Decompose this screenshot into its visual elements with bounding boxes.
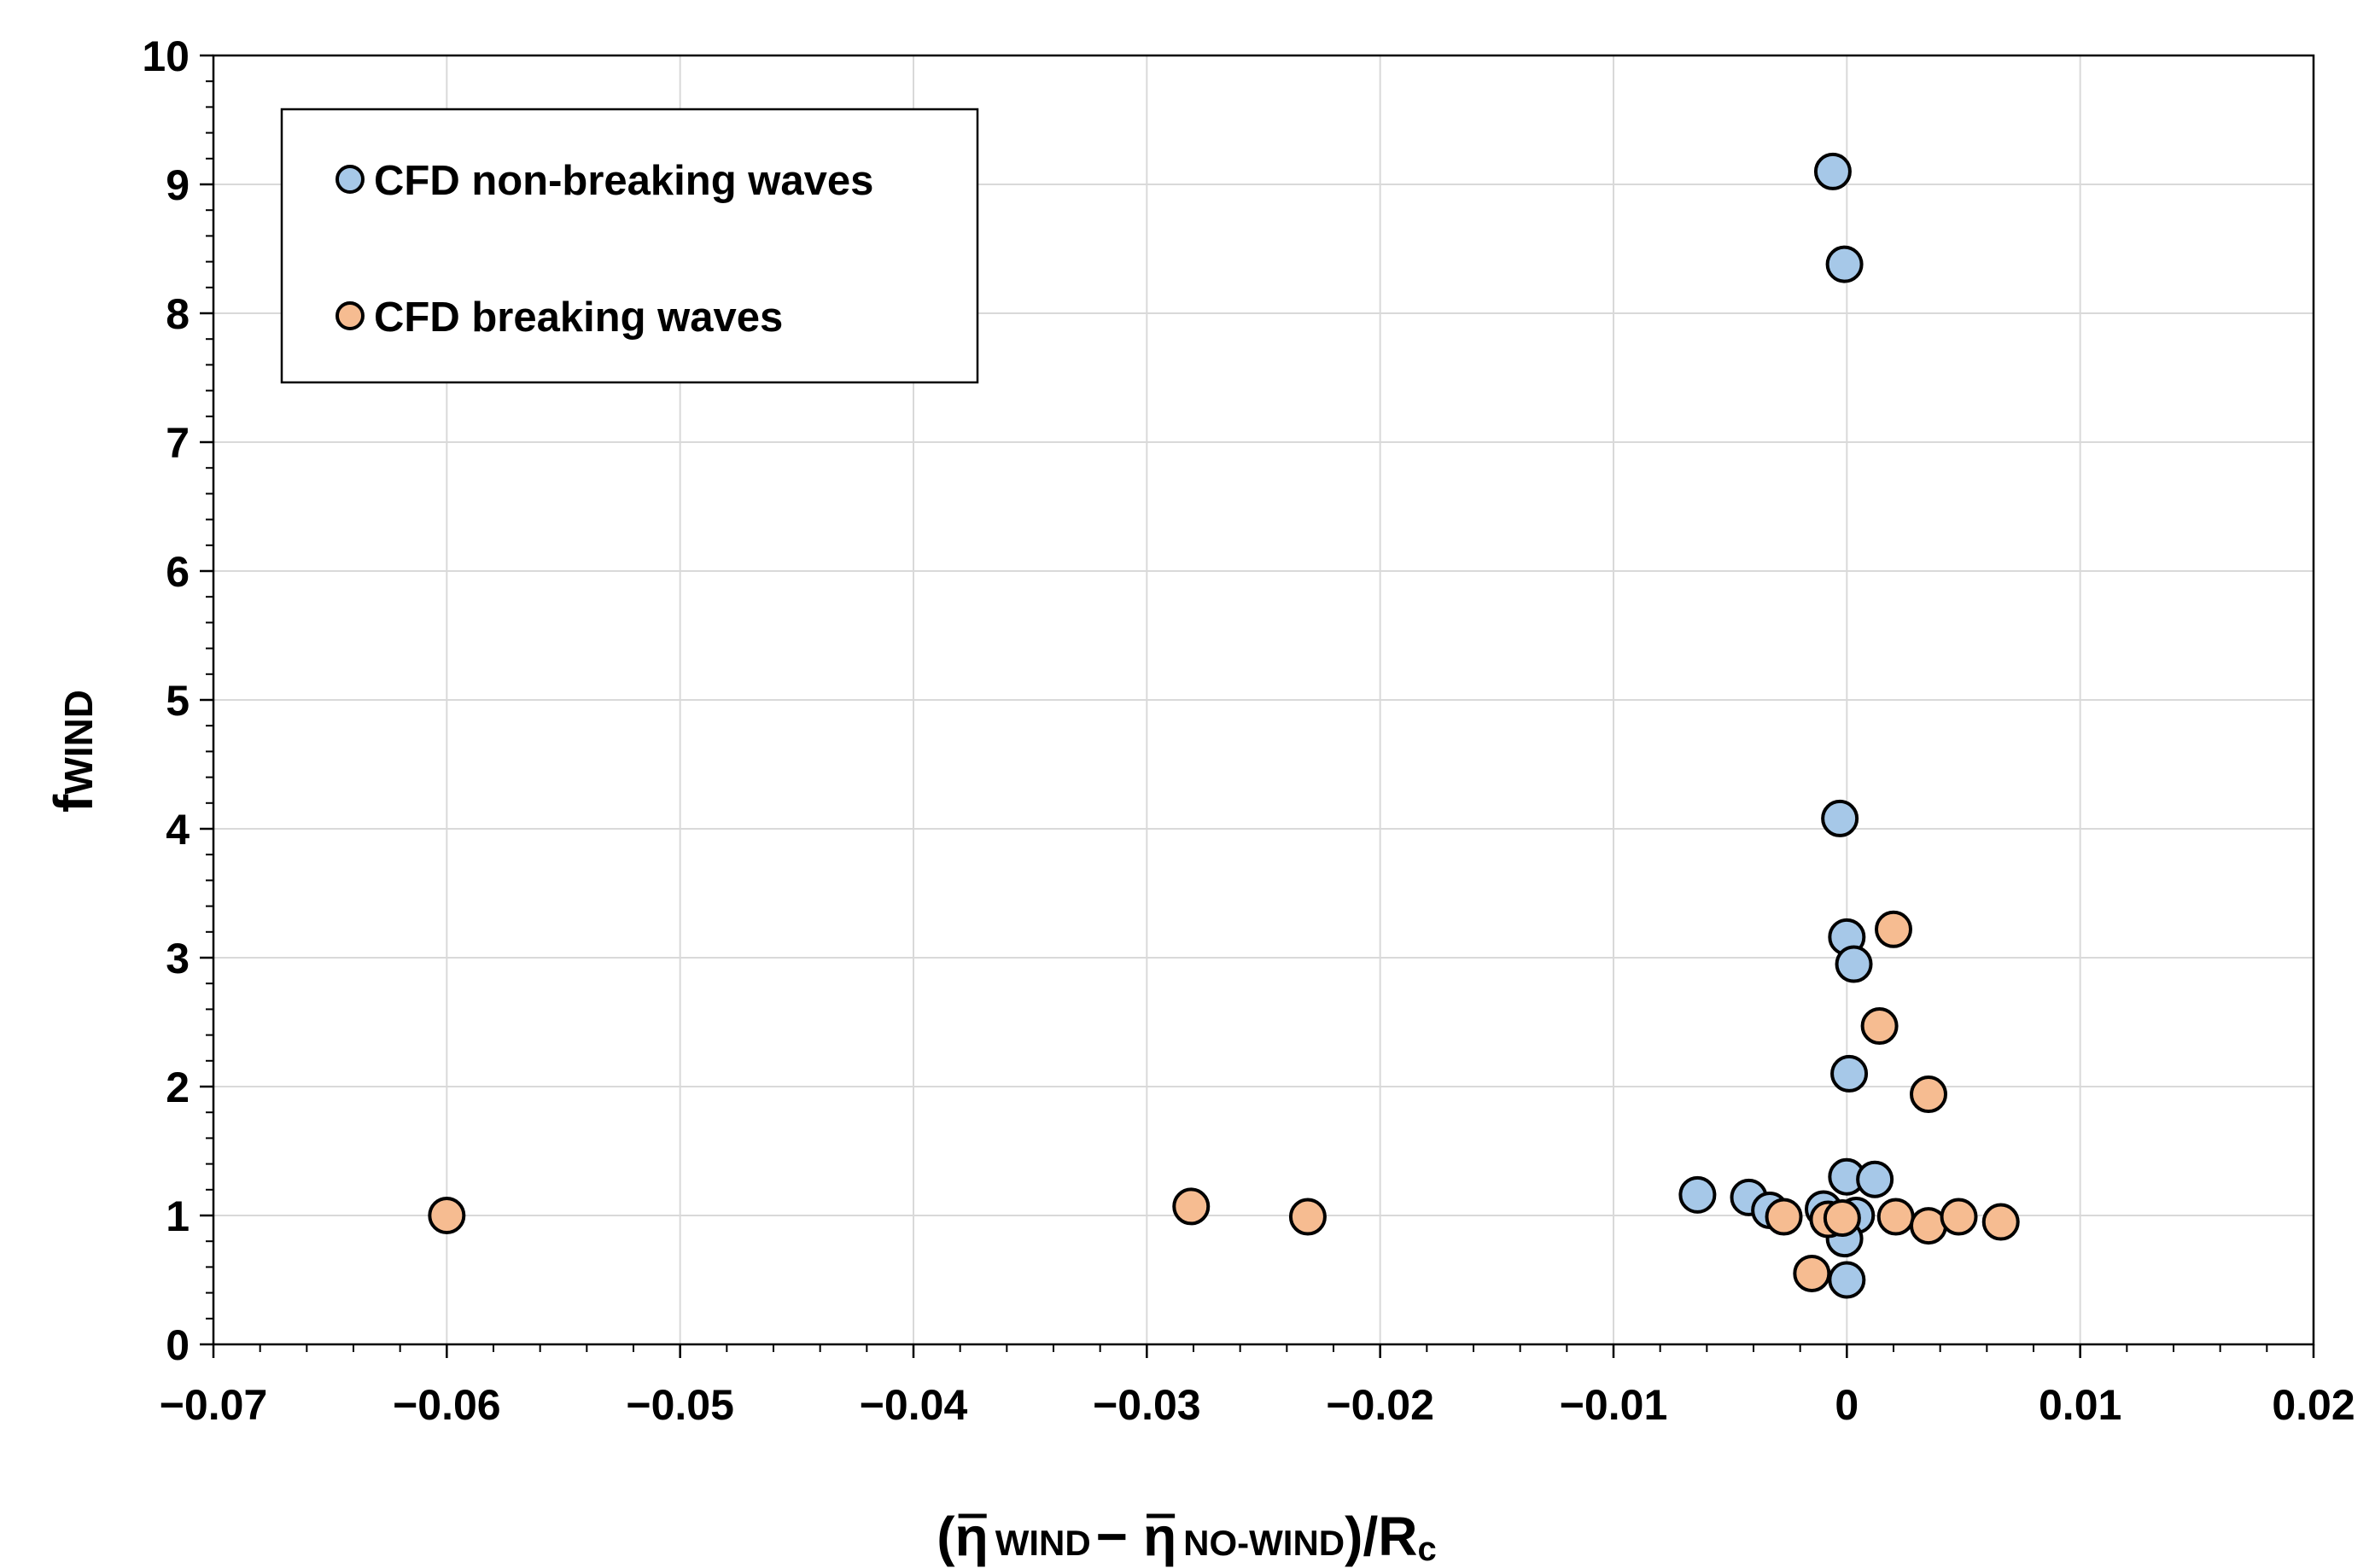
y-axis-title: fWIND bbox=[43, 690, 104, 813]
x-tick-label: 0 bbox=[1835, 1381, 1859, 1429]
series-breaking bbox=[428, 910, 2020, 1292]
data-point bbox=[1793, 1254, 1831, 1292]
data-point bbox=[1830, 1054, 1869, 1093]
x-tick-label: 0.01 bbox=[2039, 1381, 2121, 1429]
y-tick-label: 2 bbox=[166, 1064, 190, 1111]
x-title-sub-1: WIND bbox=[995, 1523, 1091, 1563]
x-tick-label: −0.01 bbox=[1560, 1381, 1668, 1429]
data-point bbox=[1860, 1007, 1899, 1046]
x-title-open: ( bbox=[937, 1506, 955, 1567]
y-tick-label: 6 bbox=[166, 548, 190, 596]
y-tick-label: 9 bbox=[166, 161, 190, 209]
x-tick-label: −0.06 bbox=[393, 1381, 501, 1429]
y-tick-labels: 0 1 2 3 4 5 6 7 8 9 10 bbox=[142, 32, 190, 1369]
y-tick-label: 8 bbox=[166, 290, 190, 338]
x-tick-label: 0.02 bbox=[2272, 1381, 2355, 1429]
data-point bbox=[1813, 152, 1852, 190]
data-point bbox=[1172, 1187, 1211, 1226]
data-point bbox=[1876, 1198, 1915, 1236]
data-point bbox=[1981, 1203, 2020, 1241]
y-tick-label: 5 bbox=[166, 677, 190, 725]
y-tick-label: 4 bbox=[166, 806, 190, 854]
data-point bbox=[1825, 245, 1864, 283]
x-tick-label: −0.03 bbox=[1093, 1381, 1201, 1429]
y-tick-label: 0 bbox=[166, 1321, 190, 1369]
tick-marks bbox=[200, 54, 2315, 1358]
y-axis-title-main: f bbox=[43, 794, 104, 813]
data-point bbox=[1940, 1198, 1978, 1236]
legend: CFD non-breaking waves CFD breaking wave… bbox=[280, 108, 979, 384]
data-point bbox=[1823, 1199, 1861, 1238]
y-tick-label: 10 bbox=[142, 32, 190, 80]
data-point bbox=[1765, 1198, 1803, 1236]
data-point bbox=[1875, 910, 1912, 948]
x-tick-label: −0.07 bbox=[160, 1381, 268, 1429]
y-tick-label: 1 bbox=[166, 1192, 190, 1240]
data-point bbox=[428, 1197, 466, 1234]
legend-label-breaking: CFD breaking waves bbox=[374, 294, 783, 341]
legend-marker-breaking bbox=[336, 301, 365, 330]
legend-label-non-breaking: CFD non-breaking waves bbox=[374, 158, 873, 204]
x-tick-label: −0.02 bbox=[1326, 1381, 1434, 1429]
data-points bbox=[428, 152, 2020, 1299]
x-title-sub-3: c bbox=[1417, 1530, 1436, 1568]
data-point bbox=[1856, 1160, 1894, 1198]
series-non-breaking bbox=[1678, 152, 1894, 1299]
x-axis-title: (η WIND− η NO-WIND)/Rc bbox=[937, 1506, 1436, 1568]
x-tick-labels: −0.07 −0.06 −0.05 −0.04 −0.03 −0.02 −0.01 0 0.01… bbox=[160, 1381, 2355, 1429]
x-tick-label: −0.04 bbox=[860, 1381, 968, 1429]
legend-marker-non-breaking bbox=[336, 165, 365, 194]
y-tick-label: 7 bbox=[166, 419, 190, 467]
data-point bbox=[1678, 1175, 1717, 1214]
x-tick-label: −0.05 bbox=[626, 1381, 734, 1429]
data-point bbox=[1821, 799, 1859, 837]
data-point bbox=[1288, 1198, 1327, 1236]
data-point bbox=[1835, 945, 1873, 983]
data-point bbox=[1828, 1261, 1866, 1299]
x-title-sub-2: NO-WIND bbox=[1183, 1523, 1345, 1563]
y-tick-label: 3 bbox=[166, 935, 190, 982]
data-point bbox=[1910, 1075, 1947, 1114]
legend-box bbox=[280, 108, 979, 384]
x-title-close: )/R bbox=[1345, 1506, 1417, 1567]
y-axis-title-sub: WIND bbox=[56, 690, 101, 795]
x-title-minus: − bbox=[1096, 1506, 1128, 1567]
